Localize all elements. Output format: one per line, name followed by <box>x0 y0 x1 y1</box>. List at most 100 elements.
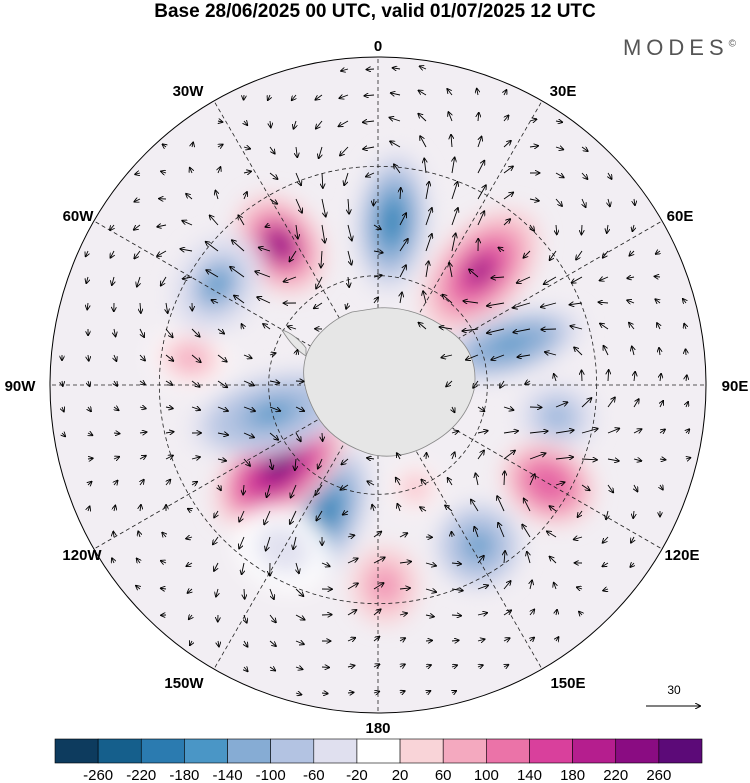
wind-arrow <box>503 450 515 460</box>
wind-arrow <box>684 324 686 330</box>
wind-arrow <box>503 610 511 616</box>
wind-arrow <box>114 506 115 512</box>
wind-arrow <box>367 481 375 485</box>
wind-arrow <box>265 225 270 227</box>
wind-arrow <box>477 431 488 433</box>
wind-arrow <box>503 431 518 433</box>
wind-arrow <box>296 562 299 573</box>
wind-arrow <box>161 171 167 173</box>
wind-arrow <box>165 328 173 337</box>
wind-arrow <box>373 583 384 590</box>
wind-arrow <box>581 398 591 408</box>
wind-arrow <box>270 120 271 127</box>
wind-arrow <box>134 199 141 202</box>
wind-arrow <box>88 506 90 511</box>
colorbar-tick-label: -220 <box>126 767 156 783</box>
anomaly-contour <box>469 536 488 555</box>
wind-arrow <box>243 432 254 437</box>
wind-arrow <box>686 458 690 459</box>
vector-reference-value: 30 <box>667 683 681 697</box>
wind-arrow <box>462 329 479 331</box>
wind-arrow <box>529 199 539 201</box>
wind-arrow <box>393 68 401 69</box>
wind-arrow <box>582 198 586 207</box>
wind-arrow <box>574 537 583 539</box>
wind-arrow <box>498 523 505 538</box>
wind-arrow <box>451 135 452 148</box>
wind-arrow <box>399 613 407 615</box>
wind-arrow <box>161 561 167 563</box>
wind-arrow <box>555 402 567 408</box>
wind-arrow <box>113 433 120 434</box>
colorbar-swatch <box>227 738 271 764</box>
colorbar-swatch <box>572 738 617 764</box>
wind-arrow <box>234 295 245 304</box>
wind-arrow <box>243 171 251 173</box>
wind-arrow <box>217 354 227 362</box>
longitude-label: 150W <box>164 675 204 692</box>
wind-arrow <box>399 588 410 589</box>
wind-arrow <box>218 484 221 490</box>
wind-arrow <box>448 112 452 122</box>
copyright-mark: © <box>728 38 736 50</box>
wind-arrow <box>579 612 582 615</box>
wind-arrow <box>451 182 458 200</box>
colorbar-tick-label: 180 <box>560 767 585 783</box>
colorbar-tick-label: -60 <box>303 767 325 783</box>
wind-arrow <box>660 374 661 382</box>
wind-arrow <box>504 471 505 486</box>
wind-arrow <box>556 610 557 616</box>
colorbar-tick-label: 260 <box>646 767 671 783</box>
wind-arrow <box>399 562 411 563</box>
wind-arrow <box>239 510 245 522</box>
wind-arrow <box>686 429 689 433</box>
wind-arrow <box>441 355 453 358</box>
wind-arrow <box>373 198 374 205</box>
wind-arrow <box>474 527 479 538</box>
wind-arrow <box>186 563 193 566</box>
wind-arrow <box>522 525 531 538</box>
wind-arrow <box>295 693 301 695</box>
wind-arrow <box>322 432 323 441</box>
wind-arrow <box>659 429 665 433</box>
wind-arrow <box>545 352 557 355</box>
wind-arrow <box>134 224 141 230</box>
map-boundary <box>49 56 707 714</box>
wind-arrow <box>555 430 574 433</box>
wind-arrow <box>343 511 349 515</box>
wind-arrow <box>268 94 270 100</box>
wind-arrow <box>242 562 244 574</box>
wind-arrow <box>269 588 274 599</box>
longitude-label: 120W <box>62 547 102 564</box>
wind-arrow <box>426 691 430 693</box>
wind-arrow <box>447 89 453 96</box>
wind-arrow <box>524 499 531 512</box>
wind-arrow <box>632 346 634 356</box>
wind-arrow <box>191 328 200 337</box>
wind-arrow <box>530 609 534 616</box>
wind-arrow <box>426 261 429 278</box>
wind-arrow <box>243 147 250 149</box>
wind-arrow <box>364 95 375 96</box>
wind-arrow <box>269 432 278 440</box>
wind-arrow <box>190 168 192 174</box>
wind-arrow <box>348 276 349 287</box>
anomaly-contour <box>266 454 294 480</box>
wind-arrow <box>608 198 610 206</box>
wind-arrow <box>451 615 461 616</box>
wind-arrow <box>295 432 301 441</box>
wind-arrow <box>319 146 322 158</box>
wind-arrow <box>139 381 145 385</box>
wind-arrow <box>113 532 114 538</box>
wind-arrow <box>269 640 276 646</box>
wind-arrow <box>321 198 326 217</box>
wind-vectors <box>62 66 690 694</box>
wind-arrow <box>206 270 219 278</box>
wind-arrow <box>660 401 663 408</box>
longitude-label: 90E <box>722 378 749 395</box>
wind-arrow <box>162 533 166 537</box>
wind-arrow <box>421 480 427 486</box>
wind-arrow <box>62 380 63 386</box>
wind-arrow <box>449 263 452 278</box>
wind-arrow <box>157 225 167 227</box>
